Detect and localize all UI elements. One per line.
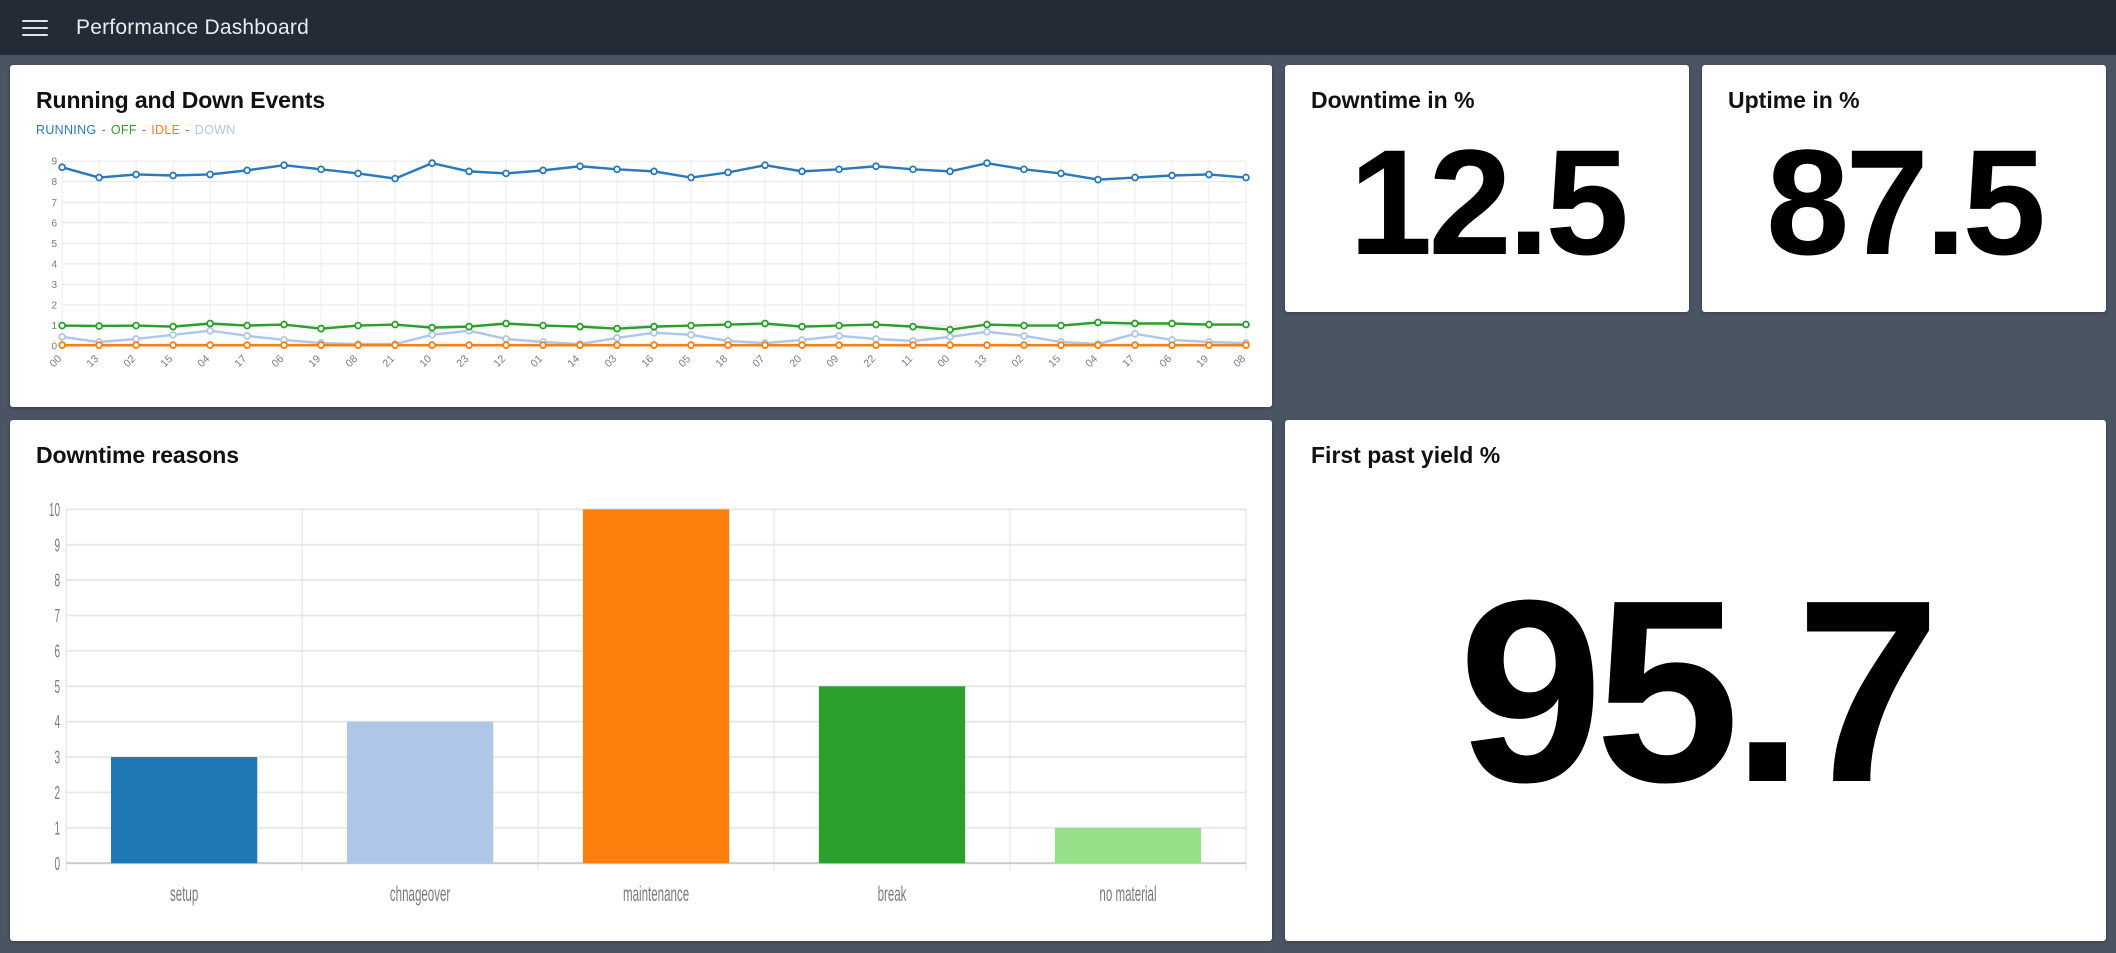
svg-text:0: 0	[52, 342, 58, 353]
downtime-reasons-card: Downtime reasons 0 1 2 3 4 5 6 7 8 9 10 setup chnage…	[10, 420, 1272, 941]
svg-text:02: 02	[121, 353, 138, 370]
kpi-card-row: Downtime in % 12.5 Uptime in % 87.5	[1285, 65, 2106, 407]
downtime-reasons-bar-chart[interactable]: 0 1 2 3 4 5 6 7 8 9 10 setup chnageover maintenance br…	[36, 498, 1252, 931]
svg-text:08: 08	[343, 353, 360, 370]
svg-text:2: 2	[55, 783, 61, 804]
legend-item-down[interactable]: DOWN	[194, 123, 236, 137]
page-title: Performance Dashboard	[76, 15, 309, 39]
svg-text:maintenance: maintenance	[623, 881, 689, 906]
svg-text:22: 22	[861, 353, 878, 370]
svg-text:13: 13	[972, 353, 989, 370]
svg-text:19: 19	[1194, 353, 1211, 370]
svg-text:12: 12	[491, 353, 508, 370]
hamburger-line	[22, 33, 48, 36]
downtime-percent-card: Downtime in % 12.5	[1285, 65, 1689, 312]
svg-text:23: 23	[454, 353, 471, 370]
first-past-yield-card: First past yield % 95.7	[1285, 420, 2106, 941]
svg-text:9: 9	[52, 157, 58, 168]
svg-text:8: 8	[52, 177, 58, 188]
svg-text:06: 06	[1157, 353, 1174, 370]
events-card-title: Running and Down Events	[36, 87, 326, 113]
legend-separator: -	[141, 123, 147, 137]
svg-text:6: 6	[52, 218, 58, 229]
svg-text:break: break	[878, 881, 907, 906]
legend-item-off[interactable]: OFF	[110, 123, 137, 137]
running-and-down-events-card: Running and Down Events RUNNING - OFF - …	[10, 65, 1272, 407]
svg-text:9: 9	[55, 535, 61, 556]
svg-text:10: 10	[417, 353, 434, 370]
yield-value: 95.7	[1458, 547, 1940, 837]
svg-text:18: 18	[713, 353, 730, 370]
reasons-card-title: Downtime reasons	[36, 442, 239, 468]
svg-text:1: 1	[55, 818, 61, 839]
svg-text:5: 5	[55, 677, 61, 698]
svg-text:20: 20	[787, 353, 804, 370]
svg-text:00: 00	[935, 353, 952, 370]
events-line-chart[interactable]: 0 1 2 3 4 5 6 7 8 9 00 13 02 15 04 17 06 19 08 21 10 23 12 01 14…	[36, 155, 1252, 399]
svg-text:01: 01	[528, 353, 545, 370]
downtime-card-title: Downtime in %	[1311, 87, 1475, 113]
svg-text:00: 00	[47, 353, 64, 370]
legend-separator: -	[185, 123, 190, 137]
svg-text:06: 06	[269, 353, 286, 370]
svg-text:3: 3	[55, 747, 61, 768]
uptime-card-title: Uptime in %	[1728, 87, 1860, 113]
svg-text:setup: setup	[170, 881, 198, 906]
uptime-percent-card: Uptime in % 87.5	[1702, 65, 2106, 312]
svg-text:04: 04	[1083, 353, 1100, 370]
svg-text:11: 11	[899, 353, 915, 369]
app-bar: Performance Dashboard	[0, 0, 2116, 55]
svg-text:4: 4	[52, 259, 58, 270]
uptime-value: 87.5	[1766, 118, 2046, 286]
svg-text:08: 08	[1231, 353, 1248, 370]
svg-text:chnageover: chnageover	[390, 881, 451, 906]
svg-text:5: 5	[52, 239, 58, 250]
svg-text:02: 02	[1009, 353, 1026, 370]
svg-text:09: 09	[824, 353, 841, 370]
dashboard-grid: Running and Down Events RUNNING - OFF - …	[0, 55, 2116, 953]
svg-text:3: 3	[52, 280, 58, 291]
svg-text:04: 04	[195, 353, 212, 370]
legend-item-running[interactable]: RUNNING	[36, 123, 97, 137]
yield-card-title: First past yield %	[1311, 442, 1501, 468]
svg-text:10: 10	[49, 500, 60, 521]
svg-text:7: 7	[55, 606, 61, 627]
svg-text:6: 6	[55, 641, 61, 662]
svg-text:05: 05	[676, 353, 693, 370]
svg-text:15: 15	[158, 353, 175, 370]
svg-text:19: 19	[306, 353, 323, 370]
legend-item-idle[interactable]: IDLE	[151, 123, 181, 137]
svg-text:0: 0	[55, 854, 61, 875]
hamburger-line	[22, 26, 48, 29]
svg-text:03: 03	[602, 353, 619, 370]
svg-text:1: 1	[52, 321, 58, 332]
svg-text:07: 07	[750, 353, 767, 370]
svg-text:21: 21	[380, 353, 397, 370]
svg-text:17: 17	[232, 353, 249, 370]
hamburger-line	[22, 19, 48, 22]
hamburger-menu-icon[interactable]	[22, 18, 48, 38]
legend-separator: -	[101, 123, 106, 137]
svg-text:2: 2	[52, 301, 58, 312]
svg-text:13: 13	[84, 353, 101, 370]
svg-text:8: 8	[55, 570, 61, 591]
svg-text:4: 4	[55, 712, 61, 733]
events-legend: RUNNING - OFF - IDLE - DOWN	[36, 123, 1246, 137]
svg-text:14: 14	[565, 353, 582, 370]
svg-text:16: 16	[639, 353, 656, 370]
svg-text:7: 7	[52, 198, 58, 209]
downtime-value: 12.5	[1349, 118, 1629, 286]
svg-text:17: 17	[1120, 353, 1137, 370]
svg-text:no material: no material	[1099, 881, 1156, 906]
svg-text:15: 15	[1046, 353, 1063, 370]
